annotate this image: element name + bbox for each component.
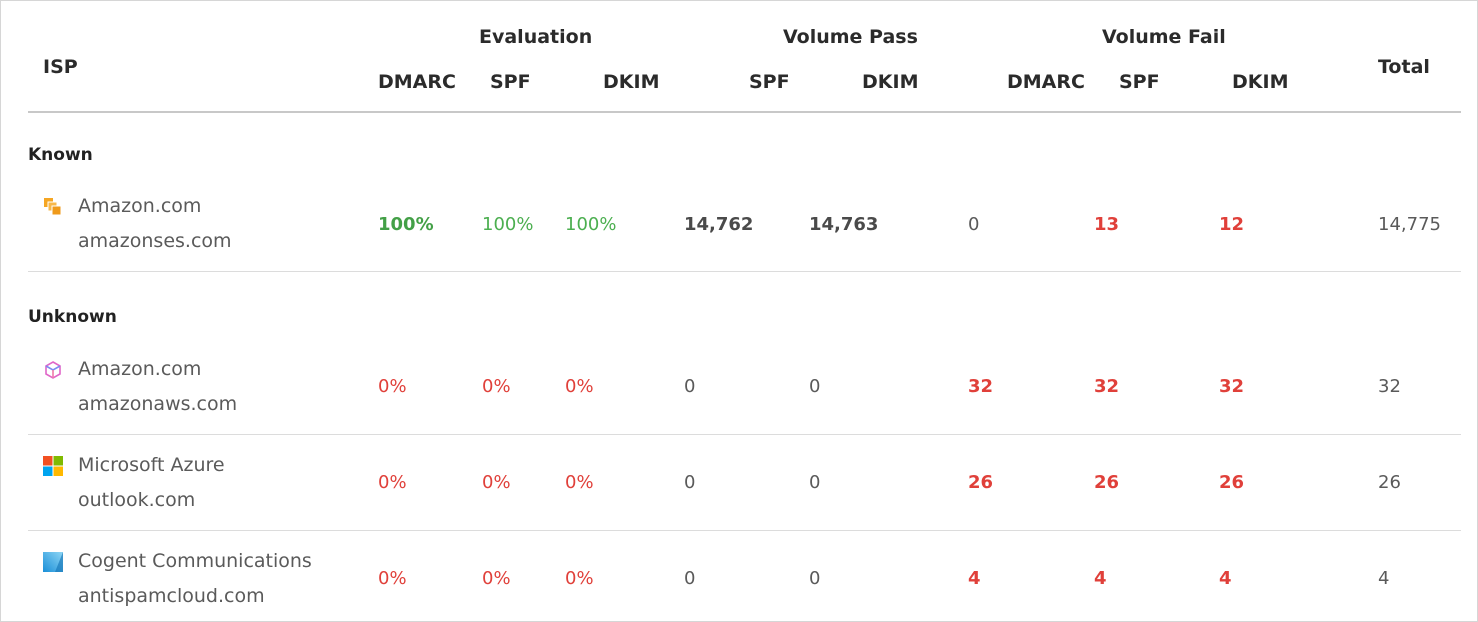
pass-dkim-value: 0 xyxy=(809,376,821,397)
total-value: 4 xyxy=(1378,568,1390,589)
fail-spf-value: 13 xyxy=(1094,214,1120,235)
pass-spf-value: 0 xyxy=(684,376,696,397)
cogent-icon xyxy=(43,552,63,572)
section-label-unknown: Unknown xyxy=(28,307,117,327)
cube-icon xyxy=(45,361,61,379)
fail-dmarc-value: 26 xyxy=(968,472,994,493)
col-header-eval-spf[interactable]: SPF xyxy=(490,71,531,93)
group-header-evaluation: Evaluation xyxy=(479,26,593,48)
eval-dmarc-value: 0% xyxy=(378,568,407,589)
col-header-fail-dmarc[interactable]: DMARC xyxy=(1007,71,1085,93)
eval-dmarc-value: 0% xyxy=(378,376,407,397)
isp-name[interactable]: Cogent Communications xyxy=(78,550,312,572)
row-divider xyxy=(28,530,1461,531)
header-divider xyxy=(28,111,1461,113)
microsoft-logo-icon xyxy=(43,456,63,476)
fail-dkim-value: 4 xyxy=(1219,568,1232,589)
col-header-total[interactable]: Total xyxy=(1378,56,1430,78)
fail-spf-value: 32 xyxy=(1094,376,1120,397)
fail-dkim-value: 12 xyxy=(1219,214,1245,235)
fail-dkim-value: 32 xyxy=(1219,376,1245,397)
fail-dmarc-value: 0 xyxy=(968,214,980,235)
col-header-fail-spf[interactable]: SPF xyxy=(1119,71,1160,93)
fail-dmarc-value: 32 xyxy=(968,376,994,397)
isp-domain: outlook.com xyxy=(78,489,196,511)
col-header-pass-dkim[interactable]: DKIM xyxy=(862,71,919,93)
pass-dkim-value: 14,763 xyxy=(809,214,879,235)
isp-domain: amazonaws.com xyxy=(78,393,238,415)
eval-dkim-value: 100% xyxy=(565,214,617,235)
amazon-stack-icon xyxy=(44,198,62,216)
col-header-isp[interactable]: ISP xyxy=(43,56,78,78)
col-header-eval-dmarc[interactable]: DMARC xyxy=(378,71,456,93)
pass-spf-value: 0 xyxy=(684,568,696,589)
eval-spf-value: 0% xyxy=(482,472,511,493)
group-header-volume-fail: Volume Fail xyxy=(1102,26,1226,48)
eval-dmarc-value: 100% xyxy=(378,214,434,235)
total-value: 26 xyxy=(1378,472,1401,493)
pass-dkim-value: 0 xyxy=(809,568,821,589)
eval-dkim-value: 0% xyxy=(565,568,594,589)
isp-domain: amazonses.com xyxy=(78,230,232,252)
eval-dkim-value: 0% xyxy=(565,376,594,397)
row-divider xyxy=(28,434,1461,435)
col-header-eval-dkim[interactable]: DKIM xyxy=(603,71,660,93)
col-header-pass-spf[interactable]: SPF xyxy=(749,71,790,93)
col-header-fail-dkim[interactable]: DKIM xyxy=(1232,71,1289,93)
pass-spf-value: 14,762 xyxy=(684,214,754,235)
eval-spf-value: 100% xyxy=(482,214,534,235)
pass-spf-value: 0 xyxy=(684,472,696,493)
pass-dkim-value: 0 xyxy=(809,472,821,493)
isp-name[interactable]: Amazon.com xyxy=(78,358,202,380)
fail-dkim-value: 26 xyxy=(1219,472,1245,493)
eval-dkim-value: 0% xyxy=(565,472,594,493)
total-value: 32 xyxy=(1378,376,1401,397)
section-label-known: Known xyxy=(28,145,93,165)
eval-dmarc-value: 0% xyxy=(378,472,407,493)
fail-spf-value: 26 xyxy=(1094,472,1120,493)
eval-spf-value: 0% xyxy=(482,376,511,397)
total-value: 14,775 xyxy=(1378,214,1441,235)
row-divider xyxy=(28,271,1461,272)
isp-domain: antispamcloud.com xyxy=(78,585,265,607)
isp-name[interactable]: Microsoft Azure xyxy=(78,454,225,476)
fail-dmarc-value: 4 xyxy=(968,568,981,589)
fail-spf-value: 4 xyxy=(1094,568,1107,589)
group-header-volume-pass: Volume Pass xyxy=(783,26,918,48)
eval-spf-value: 0% xyxy=(482,568,511,589)
isp-name[interactable]: Amazon.com xyxy=(78,195,202,217)
